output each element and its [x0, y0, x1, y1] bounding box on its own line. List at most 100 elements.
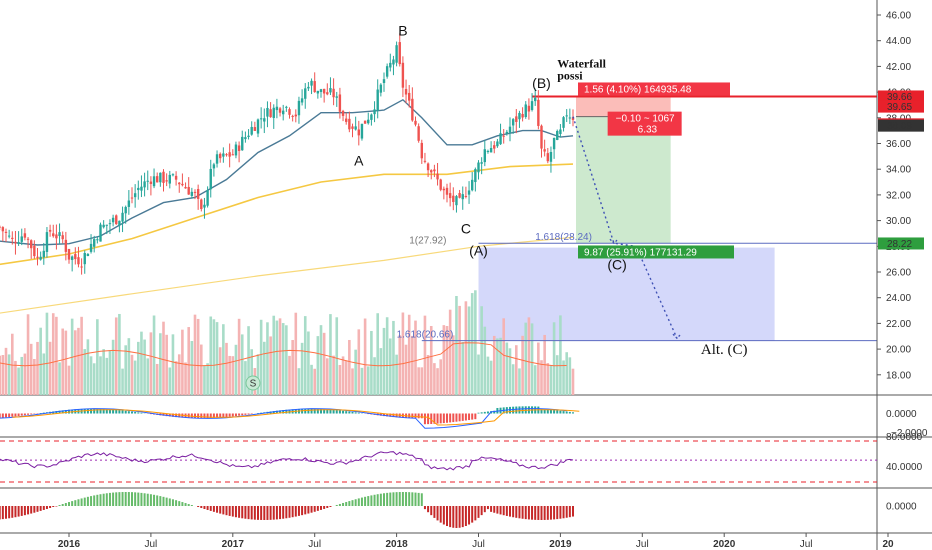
macd-bar	[464, 413, 467, 421]
rsi-tick-label-40: 40.0000	[886, 462, 923, 473]
volume-bar	[218, 347, 222, 395]
volume-bar	[470, 293, 474, 395]
volume-bar	[420, 367, 424, 395]
volume-bar	[77, 327, 80, 395]
histogram-bar	[307, 506, 310, 514]
histogram-bar	[216, 506, 219, 513]
macd-bar	[102, 408, 105, 414]
macd-bar	[275, 410, 278, 414]
macd-bar	[90, 408, 93, 414]
histogram-panel[interactable]: 0.0000	[0, 492, 917, 528]
time-axis[interactable]: 2016 Jul 2017 Jul 2018 Jul 2019 Jul 2020 Jul 20	[58, 533, 894, 550]
candle-body	[33, 245, 36, 257]
histogram-bar	[225, 506, 228, 516]
candle-body	[130, 197, 134, 199]
candle-body	[417, 126, 420, 141]
macd-bar	[543, 409, 546, 414]
time-tick-label: Jul	[145, 539, 158, 550]
candle-body	[11, 237, 14, 239]
histogram-bar	[304, 506, 307, 515]
candle-body	[203, 204, 206, 208]
candle-body	[253, 127, 257, 131]
candle-body	[36, 256, 39, 258]
volume-bar	[448, 309, 452, 395]
candle-body	[363, 120, 367, 124]
candle-body	[14, 241, 17, 244]
volume-bar	[61, 328, 64, 395]
candle-body	[376, 89, 379, 111]
macd-bar	[354, 412, 357, 414]
volume-bar	[464, 301, 468, 395]
histogram-bar	[496, 506, 499, 514]
volume-bar	[527, 317, 531, 395]
candle-body	[64, 239, 68, 252]
candle-body	[511, 119, 515, 126]
volume-bar	[133, 360, 137, 395]
histogram-bar	[137, 492, 140, 506]
volume-bar	[105, 357, 109, 395]
histogram-bar	[143, 493, 146, 506]
price-axis[interactable]: 46.0044.0042.0040.0038.0036.0034.0032.00…	[876, 0, 924, 550]
candle-body	[102, 224, 105, 228]
macd-bar	[367, 413, 370, 415]
candle-body	[247, 135, 250, 137]
rsi-line	[0, 451, 574, 471]
candle-body	[140, 186, 143, 191]
histogram-bar	[68, 502, 70, 506]
candle-body	[222, 153, 225, 157]
candle-body	[86, 253, 90, 256]
candle-body	[357, 129, 360, 136]
candle-body	[430, 170, 433, 173]
volume-bar	[407, 314, 411, 395]
macd-panel[interactable]: 0.0000	[0, 406, 917, 429]
candle-body	[486, 150, 490, 152]
histogram-bar	[61, 504, 64, 506]
histogram-bar	[99, 494, 102, 506]
histogram-bar	[320, 506, 322, 510]
histogram-bar	[247, 506, 250, 520]
candle-body	[524, 104, 527, 118]
volume-bar	[533, 365, 537, 395]
candle-body	[45, 232, 49, 252]
macd-bar	[423, 413, 426, 425]
macd-bar	[307, 408, 310, 414]
volume-bar	[568, 357, 572, 395]
histogram-bar	[181, 502, 184, 506]
candle-body	[505, 131, 509, 134]
macd-bar	[559, 410, 562, 414]
candle-body	[83, 253, 86, 265]
candle-body	[515, 116, 518, 122]
rsi-panel[interactable]: 80.0000 40.0000 −2.0000	[0, 428, 928, 483]
histogram-bar	[39, 506, 42, 511]
volume-bar	[231, 356, 235, 395]
candle-body	[250, 126, 253, 135]
macd-bar	[282, 410, 285, 414]
volume-bar	[149, 332, 153, 395]
histogram-bar	[146, 493, 149, 506]
histogram-bar	[291, 506, 294, 518]
histogram-bar	[379, 493, 382, 506]
candle-body	[414, 120, 417, 125]
volume-bar	[152, 315, 156, 395]
time-tick-label: 2019	[549, 539, 572, 550]
candle-body	[448, 193, 452, 199]
volume-bar	[266, 322, 269, 395]
histogram-bar	[395, 492, 398, 506]
time-tick-label: Jul	[472, 539, 485, 550]
candle-body	[467, 190, 471, 195]
split-badge-icon[interactable]	[245, 375, 261, 391]
macd-bar	[420, 413, 423, 419]
volume-bar	[36, 341, 39, 395]
rsi-tick-label-80: 80.0000	[886, 432, 923, 443]
volume-bar	[26, 314, 30, 395]
volume-bar	[80, 316, 83, 395]
histogram-bar	[231, 506, 234, 517]
volume-bar	[426, 354, 430, 395]
candle-body	[433, 169, 436, 172]
volume-bar	[137, 341, 140, 395]
histogram-bar	[282, 506, 285, 519]
macd-bar	[137, 412, 140, 414]
candle-body	[105, 224, 108, 226]
